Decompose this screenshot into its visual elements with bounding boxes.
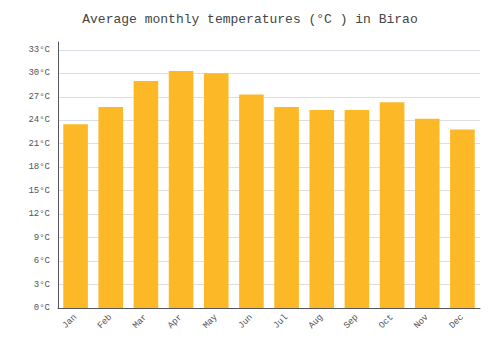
svg-text:Mar: Mar	[131, 312, 150, 331]
svg-text:30°C: 30°C	[28, 68, 50, 78]
svg-text:Jun: Jun	[236, 312, 255, 331]
svg-text:Dec: Dec	[447, 312, 466, 331]
svg-text:Feb: Feb	[96, 312, 115, 331]
svg-text:Average monthly temperatures (: Average monthly temperatures (°C ) in Bi…	[82, 12, 417, 27]
svg-text:9°C: 9°C	[34, 233, 51, 243]
svg-text:6°C: 6°C	[34, 256, 51, 266]
svg-text:0°C: 0°C	[34, 303, 51, 313]
svg-text:Jan: Jan	[61, 312, 80, 331]
svg-text:24°C: 24°C	[28, 115, 50, 125]
svg-text:May: May	[201, 312, 220, 331]
svg-text:12°C: 12°C	[28, 209, 50, 219]
svg-text:3°C: 3°C	[34, 280, 51, 290]
svg-text:Aug: Aug	[307, 312, 326, 331]
svg-text:21°C: 21°C	[28, 139, 50, 149]
svg-text:18°C: 18°C	[28, 162, 50, 172]
svg-text:Apr: Apr	[166, 312, 185, 331]
svg-text:Sep: Sep	[342, 312, 361, 331]
svg-text:Nov: Nov	[412, 312, 431, 331]
svg-text:27°C: 27°C	[28, 92, 50, 102]
svg-text:33°C: 33°C	[28, 45, 50, 55]
svg-text:Oct: Oct	[377, 312, 396, 331]
svg-text:Jul: Jul	[272, 312, 291, 331]
svg-text:15°C: 15°C	[28, 186, 50, 196]
